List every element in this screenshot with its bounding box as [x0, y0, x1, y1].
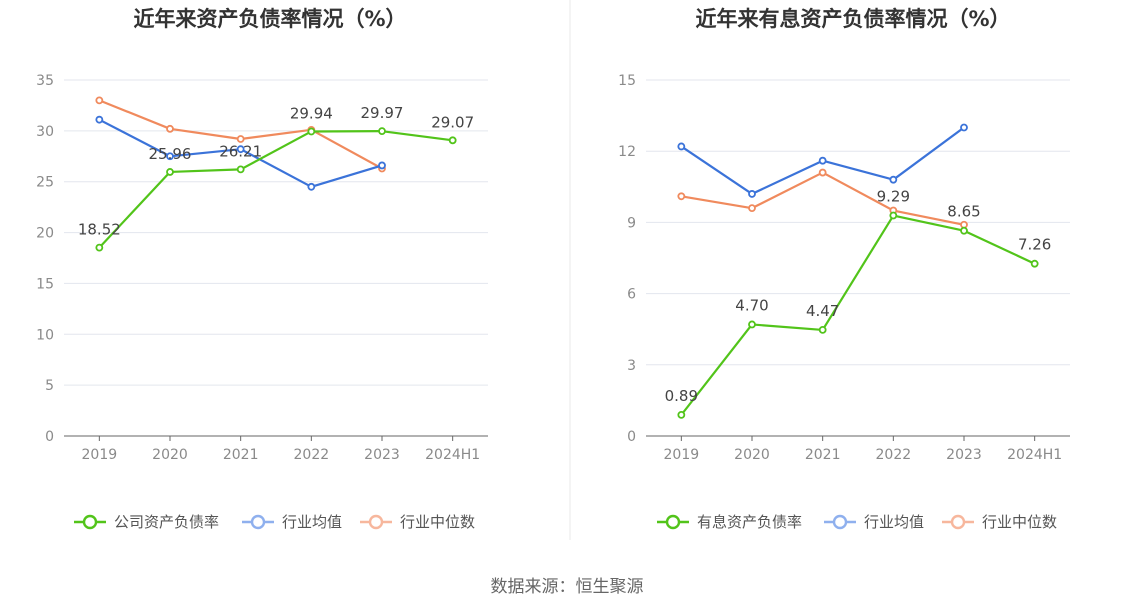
left-legend-marker-0	[82, 514, 98, 530]
right-data-point-2	[677, 192, 686, 201]
left-data-label: 29.94	[290, 104, 333, 122]
right-y-tick-label: 3	[627, 358, 636, 374]
left-chart-title: 近年来资产负债率情况（%）	[133, 7, 406, 31]
right-data-label: 8.65	[947, 203, 980, 221]
right-data-point-1	[677, 142, 686, 151]
left-data-point-1	[95, 115, 104, 124]
right-x-tick-label: 2022	[876, 447, 912, 463]
right-data-point-1	[889, 175, 898, 184]
left-y-tick-label: 5	[45, 378, 54, 394]
left-x-tick-label: 2023	[364, 447, 400, 463]
left-x-tick-label: 2024H1	[425, 447, 480, 463]
right-data-label: 0.89	[665, 387, 698, 405]
right-legend-label-0: 有息资产负债率	[697, 513, 802, 531]
left-chart-area: 0 5 10 15 20 25 30 35 2019 2020 2021 2022 2023 2024H1…	[36, 73, 488, 531]
right-chart-title: 近年来有息资产负债率情况（%）	[695, 7, 1010, 31]
left-data-point-0	[448, 136, 457, 145]
left-data-point-0	[95, 243, 104, 252]
left-data-label: 29.97	[361, 104, 404, 122]
left-x-tick-label: 2019	[82, 447, 118, 463]
left-legend-label-2: 行业中位数	[400, 513, 475, 531]
right-x-tick-label: 2020	[734, 447, 770, 463]
right-data-label: 4.47	[806, 302, 839, 320]
right-y-tick-label: 12	[618, 144, 636, 160]
right-data-point-1	[960, 123, 968, 132]
right-legend-marker-0	[665, 514, 681, 530]
right-data-point-2	[818, 168, 827, 177]
left-data-point-2	[236, 135, 245, 143]
right-data-point-0	[748, 320, 756, 329]
right-data-point-0	[677, 410, 686, 419]
left-y-tick-label: 35	[36, 73, 54, 89]
left-series-line-0	[98, 130, 453, 249]
right-data-point-0	[960, 226, 968, 235]
left-data-point-0	[166, 168, 174, 176]
right-y-tick-label: 9	[627, 215, 636, 231]
left-x-tick-label: 2022	[294, 447, 330, 463]
left-y-tick-label: 10	[36, 327, 54, 343]
left-data-label: 18.52	[78, 221, 121, 239]
left-legend-label-1: 行业均值	[282, 513, 342, 531]
right-y-tick-label: 0	[627, 429, 636, 445]
right-data-point-0	[818, 326, 827, 334]
right-legend-marker-1	[832, 514, 848, 530]
right-x-tick-label: 2021	[805, 447, 841, 463]
left-data-point-1	[236, 145, 245, 154]
right-data-label: 7.26	[1018, 236, 1051, 254]
right-y-tick-label: 15	[618, 73, 636, 89]
right-legend-label-1: 行业均值	[864, 513, 924, 531]
left-data-point-0	[307, 127, 316, 136]
right-legend-marker-2	[950, 514, 966, 530]
left-legend-marker-2	[368, 514, 384, 530]
right-x-tick-label: 2019	[664, 447, 700, 463]
right-data-point-0	[889, 211, 898, 220]
right-chart-area: 0 3 6 9 12 15 2019 2020 2021 2022 2023 2024H1 0.89 4.…	[618, 73, 1070, 531]
data-source-note: 数据来源：恒生聚源	[491, 577, 644, 597]
right-series-line-2	[681, 171, 965, 226]
left-data-point-0	[378, 127, 386, 136]
right-x-tick-label: 2023	[946, 447, 982, 463]
right-x-tick-label: 2024H1	[1007, 447, 1062, 463]
left-data-point-1	[307, 182, 316, 191]
left-legend-label-0: 公司资产负债率	[114, 513, 219, 531]
left-x-tick-label: 2021	[223, 447, 259, 463]
right-data-point-1	[748, 190, 756, 198]
left-y-tick-label: 25	[36, 175, 54, 191]
right-data-point-0	[1030, 259, 1039, 268]
right-data-label: 9.29	[877, 188, 910, 206]
left-data-label: 29.07	[431, 113, 474, 131]
left-data-point-0	[236, 165, 245, 174]
left-y-tick-label: 30	[36, 124, 54, 140]
left-data-point-2	[95, 96, 104, 105]
right-data-point-2	[748, 204, 756, 213]
left-data-point-1	[378, 161, 386, 170]
left-y-tick-label: 20	[36, 226, 54, 242]
left-y-tick-label: 0	[45, 429, 54, 445]
left-data-label: 25.96	[149, 145, 192, 163]
right-data-label: 4.70	[735, 296, 768, 314]
left-data-point-1	[166, 152, 174, 161]
right-data-point-1	[818, 156, 827, 165]
left-data-point-2	[166, 124, 174, 133]
left-data-label: 26.21	[219, 142, 262, 160]
left-legend-marker-1	[250, 514, 266, 530]
left-y-tick-label: 15	[36, 276, 54, 292]
left-x-tick-label: 2020	[152, 447, 188, 463]
right-legend-label-2: 行业中位数	[982, 513, 1057, 531]
right-y-tick-label: 6	[627, 287, 636, 303]
right-series-line-0	[680, 214, 1036, 416]
